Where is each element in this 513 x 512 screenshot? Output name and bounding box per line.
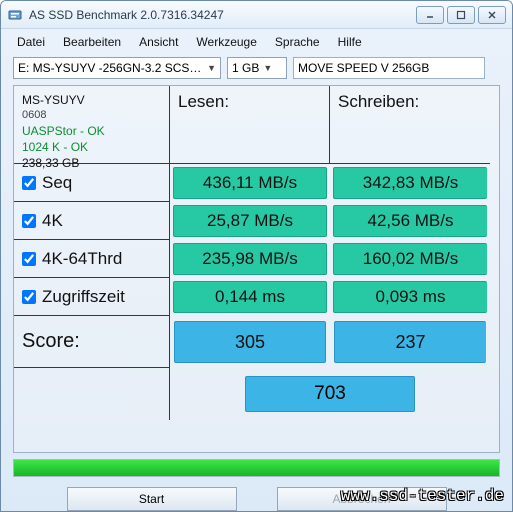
watermark: www.ssd-tester.de <box>341 487 504 505</box>
app-icon <box>7 7 23 23</box>
info-align: 1024 K - OK <box>22 139 161 155</box>
row-4k-label: 4K <box>14 202 170 240</box>
k4-64-checkbox[interactable] <box>22 252 36 266</box>
row-seq-label: Seq <box>14 164 170 202</box>
access-write: 0,093 ms <box>333 281 487 313</box>
drive-info: MS-YSUYV 0608 UASPStor - OK 1024 K - OK … <box>14 86 170 164</box>
device-name-field[interactable]: MOVE SPEED V 256GB <box>293 57 485 79</box>
seq-write: 342,83 MB/s <box>333 167 487 199</box>
score-write: 237 <box>334 321 486 363</box>
chevron-down-icon: ▼ <box>207 63 216 73</box>
chevron-down-icon: ▼ <box>263 63 272 73</box>
k4-64-read: 235,98 MB/s <box>173 243 327 275</box>
header-read: Lesen: <box>170 86 330 164</box>
access-read: 0,144 ms <box>173 281 327 313</box>
size-select-value: 1 GB <box>232 61 259 75</box>
menu-tools[interactable]: Werkzeuge <box>188 33 264 51</box>
drive-select[interactable]: E: MS-YSUYV -256GN-3.2 SCSI Disk Dev ▼ <box>13 57 221 79</box>
start-button[interactable]: Start <box>67 487 237 511</box>
row-4k64-label: 4K-64Thrd <box>14 240 170 278</box>
app-window: AS SSD Benchmark 2.0.7316.34247 Datei Be… <box>0 0 513 512</box>
progress-bar <box>13 459 500 477</box>
info-model: MS-YSUYV <box>22 92 161 108</box>
progress-fill <box>14 460 499 476</box>
minimize-button[interactable] <box>416 6 444 24</box>
access-checkbox[interactable] <box>22 290 36 304</box>
window-controls <box>416 6 506 24</box>
results-panel: MS-YSUYV 0608 UASPStor - OK 1024 K - OK … <box>13 85 500 453</box>
score-total: 703 <box>245 376 415 412</box>
k4-write: 42,56 MB/s <box>333 205 487 237</box>
info-driver: UASPStor - OK <box>22 123 161 139</box>
info-serial: 0608 <box>22 108 161 123</box>
size-select[interactable]: 1 GB ▼ <box>227 57 287 79</box>
k4-checkbox[interactable] <box>22 214 36 228</box>
maximize-button[interactable] <box>447 6 475 24</box>
seq-checkbox[interactable] <box>22 176 36 190</box>
score-total-spacer <box>14 368 170 420</box>
drive-select-value: E: MS-YSUYV -256GN-3.2 SCSI Disk Dev <box>18 61 203 75</box>
toolbar: E: MS-YSUYV -256GN-3.2 SCSI Disk Dev ▼ 1… <box>1 57 512 85</box>
seq-label: Seq <box>42 173 72 193</box>
row-access-label: Zugriffszeit <box>14 278 170 316</box>
close-button[interactable] <box>478 6 506 24</box>
menubar: Datei Bearbeiten Ansicht Werkzeuge Sprac… <box>1 29 512 57</box>
menu-help[interactable]: Hilfe <box>330 33 370 51</box>
k4-label: 4K <box>42 211 63 231</box>
header-write: Schreiben: <box>330 86 490 164</box>
k4-64-write: 160,02 MB/s <box>333 243 487 275</box>
titlebar: AS SSD Benchmark 2.0.7316.34247 <box>1 1 512 29</box>
seq-read: 436,11 MB/s <box>173 167 327 199</box>
score-read: 305 <box>174 321 326 363</box>
menu-view[interactable]: Ansicht <box>131 33 186 51</box>
window-title: AS SSD Benchmark 2.0.7316.34247 <box>29 8 416 22</box>
menu-edit[interactable]: Bearbeiten <box>55 33 129 51</box>
score-total-cell: 703 <box>170 368 490 420</box>
menu-file[interactable]: Datei <box>9 33 53 51</box>
menu-language[interactable]: Sprache <box>267 33 328 51</box>
score-label: Score: <box>14 316 170 368</box>
k4-64-label: 4K-64Thrd <box>42 249 122 269</box>
access-label: Zugriffszeit <box>42 287 125 307</box>
k4-read: 25,87 MB/s <box>173 205 327 237</box>
